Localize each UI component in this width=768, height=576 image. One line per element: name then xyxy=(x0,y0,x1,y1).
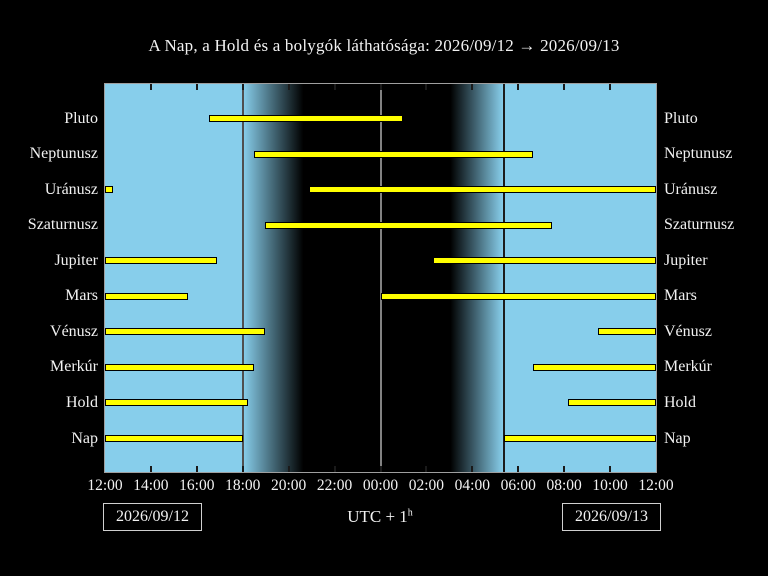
x-tick-label: 02:00 xyxy=(408,477,445,494)
row-label-right-mars: Mars xyxy=(664,287,697,305)
visibility-bar-uranusz xyxy=(308,186,656,194)
x-tick-label: 00:00 xyxy=(362,477,399,494)
axis-tick xyxy=(241,84,244,90)
row-label-right-nap: Nap xyxy=(664,429,691,447)
timezone-superscript: h xyxy=(407,507,413,519)
x-tick-label: 20:00 xyxy=(271,477,307,494)
x-tick-label: 22:00 xyxy=(316,477,353,494)
axis-tick xyxy=(609,466,612,472)
row-label-right-pluto: Pluto xyxy=(664,109,698,127)
axis-tick xyxy=(333,466,336,472)
axis-tick xyxy=(425,84,428,90)
x-tick-label: 12:00 xyxy=(638,477,674,494)
visibility-bar-nap xyxy=(504,435,656,443)
row-label-right-neptunusz: Neptunusz xyxy=(664,145,733,163)
row-label-left-merkur: Merkúr xyxy=(50,358,98,376)
axis-tick xyxy=(517,84,520,90)
visibility-bar-jupiter xyxy=(105,257,217,265)
axis-tick xyxy=(471,466,474,472)
row-label-right-merkur: Merkúr xyxy=(664,358,712,376)
row-label-right-uranusz: Uránusz xyxy=(664,180,718,198)
axis-tick xyxy=(609,84,612,90)
midnight-line xyxy=(380,84,383,472)
timezone-text: UTC + 1 xyxy=(347,507,408,526)
row-label-left-uranusz: Uránusz xyxy=(44,180,98,198)
row-label-left-jupiter: Jupiter xyxy=(54,251,98,269)
visibility-bar-uranusz xyxy=(105,186,114,194)
x-tick-label: 14:00 xyxy=(133,477,169,494)
visibility-bar-jupiter xyxy=(433,257,656,265)
visibility-bar-hold xyxy=(567,399,656,407)
visibility-bar-merkur xyxy=(105,363,255,371)
plot-area xyxy=(104,83,657,473)
left-axis-labels: Pluto Neptunusz Uránusz Szaturnusz Jupiter Ma… xyxy=(0,84,98,472)
axis-tick xyxy=(379,84,382,90)
sunrise-line xyxy=(503,84,506,472)
axis-tick xyxy=(287,466,290,472)
axis-tick xyxy=(149,84,152,90)
visibility-bar-venusz xyxy=(105,328,265,336)
axis-tick xyxy=(563,466,566,472)
row-label-left-pluto: Pluto xyxy=(64,109,98,127)
chart-title: A Nap, a Hold és a bolygók láthatósága: … xyxy=(148,36,620,55)
row-label-right-venusz: Vénusz xyxy=(664,322,712,340)
end-date-box: 2026/09/13 xyxy=(562,503,661,531)
row-label-right-szaturnusz: Szaturnusz xyxy=(664,216,735,234)
x-tick-label: 08:00 xyxy=(546,477,582,494)
row-label-right-hold: Hold xyxy=(664,393,696,411)
axis-tick xyxy=(517,466,520,472)
visibility-bar-venusz xyxy=(597,328,656,336)
axis-tick xyxy=(195,84,198,90)
x-tick-label: 12:00 xyxy=(87,477,123,494)
axis-tick xyxy=(333,84,336,90)
x-tick-label: 04:00 xyxy=(454,477,490,494)
visibility-bar-pluto xyxy=(209,115,403,122)
visibility-bar-merkur xyxy=(533,363,656,371)
x-tick-label: 18:00 xyxy=(225,477,261,494)
x-tick-label: 06:00 xyxy=(500,477,536,494)
axis-tick xyxy=(563,84,566,90)
visibility-bar-szaturnusz xyxy=(264,221,553,229)
x-tick-label: 10:00 xyxy=(592,477,628,494)
row-label-left-szaturnusz: Szaturnusz xyxy=(27,216,98,234)
axis-tick xyxy=(379,466,382,472)
axis-tick xyxy=(471,84,474,90)
row-label-left-nap: Nap xyxy=(71,429,98,447)
visibility-bar-neptunusz xyxy=(254,150,534,158)
axis-tick xyxy=(149,466,152,472)
timezone-label: UTC + 1h xyxy=(280,507,480,527)
axis-tick xyxy=(287,84,290,90)
visibility-bar-mars xyxy=(105,292,189,300)
row-label-left-neptunusz: Neptunusz xyxy=(29,145,98,163)
row-label-left-hold: Hold xyxy=(66,393,98,411)
axis-tick xyxy=(425,466,428,472)
x-tick-label: 16:00 xyxy=(179,477,215,494)
sunset-line xyxy=(242,84,245,472)
row-label-right-jupiter: Jupiter xyxy=(664,251,708,269)
visibility-bar-nap xyxy=(105,435,243,443)
visibility-bar-mars xyxy=(380,292,656,300)
row-label-left-mars: Mars xyxy=(65,287,98,305)
right-axis-labels: Pluto Neptunusz Uránusz Szaturnusz Jupiter Ma… xyxy=(664,84,768,472)
axis-tick xyxy=(195,466,198,472)
visibility-bar-hold xyxy=(105,399,249,407)
axis-tick xyxy=(241,466,244,472)
start-date-box: 2026/09/12 xyxy=(103,503,202,531)
row-label-left-venusz: Vénusz xyxy=(50,322,98,340)
